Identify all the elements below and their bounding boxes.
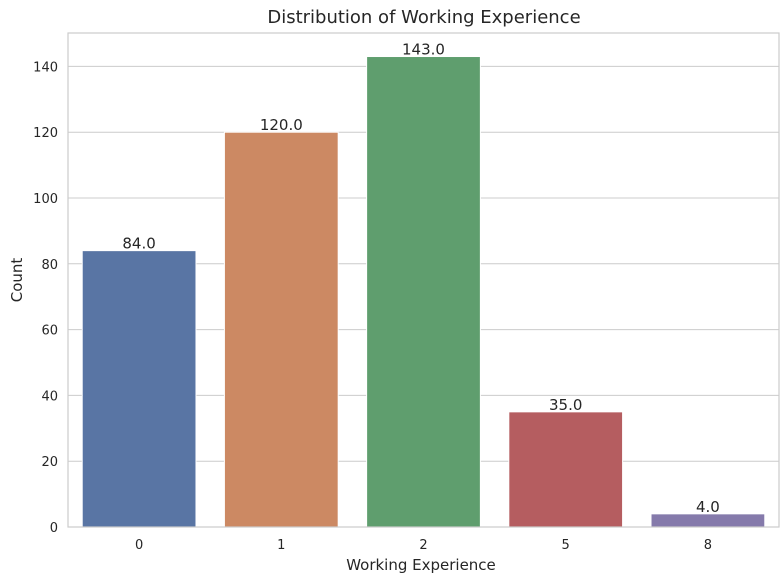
bars (81, 56, 766, 528)
y-tick-label: 0 (50, 521, 58, 536)
data-label-1: 120.0 (260, 116, 303, 134)
bar-2 (366, 56, 481, 528)
y-tick-label: 20 (41, 455, 58, 470)
x-tick-label: 5 (562, 538, 570, 553)
y-tick-label: 60 (41, 324, 58, 339)
bar-1 (223, 131, 339, 528)
chart-title: Distribution of Working Experience (267, 7, 580, 28)
data-label-5: 35.0 (549, 396, 582, 414)
y-tick-label: 100 (33, 192, 58, 207)
y-tick-labels: 0 20 40 60 80 100 120 140 (33, 60, 58, 536)
plot-frame (67, 32, 780, 528)
x-tick-label: 2 (419, 538, 427, 553)
data-label-8: 4.0 (696, 498, 720, 516)
y-tick-label: 140 (33, 60, 58, 75)
bar-0 (81, 250, 197, 528)
data-label-0: 84.0 (122, 235, 155, 253)
y-tick-label: 40 (41, 389, 58, 404)
data-label-2: 143.0 (402, 41, 445, 59)
data-labels: 84.0 120.0 143.0 35.0 4.0 (122, 41, 719, 516)
x-tick-label: 1 (277, 538, 285, 553)
x-tick-label: 0 (135, 538, 143, 553)
x-tick-label: 8 (704, 538, 712, 553)
bar-5 (508, 411, 624, 528)
y-tick-label: 80 (41, 258, 58, 273)
y-axis-label: Count (8, 258, 26, 303)
x-tick-labels: 0 1 2 5 8 (135, 538, 712, 553)
x-axis-label: Working Experience (346, 556, 496, 574)
y-tick-label: 120 (33, 126, 58, 141)
